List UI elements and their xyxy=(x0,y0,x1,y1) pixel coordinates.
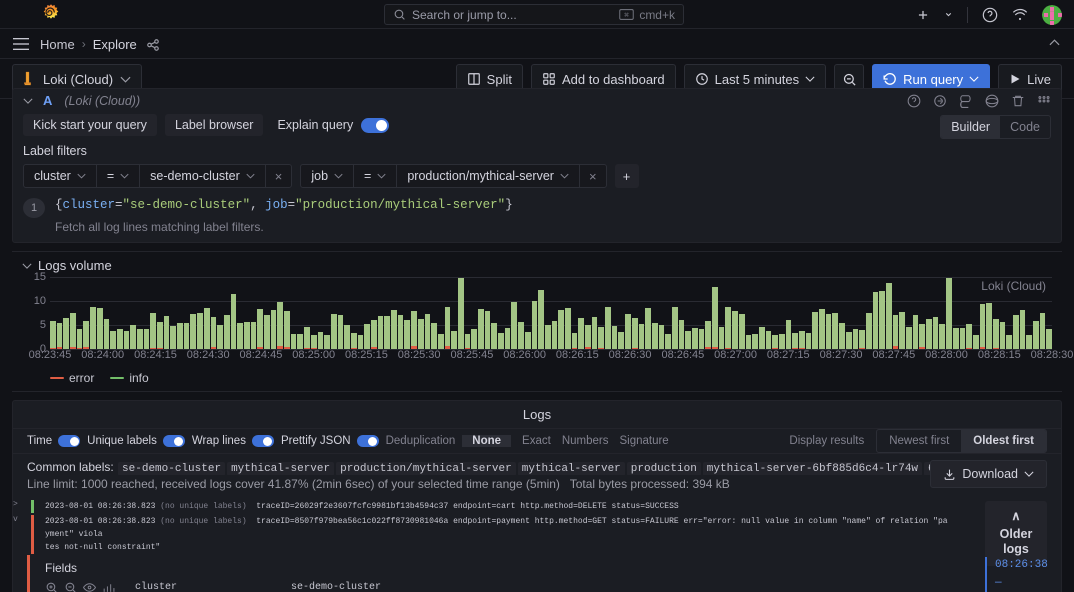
svg-text:⌘: ⌘ xyxy=(624,12,629,18)
